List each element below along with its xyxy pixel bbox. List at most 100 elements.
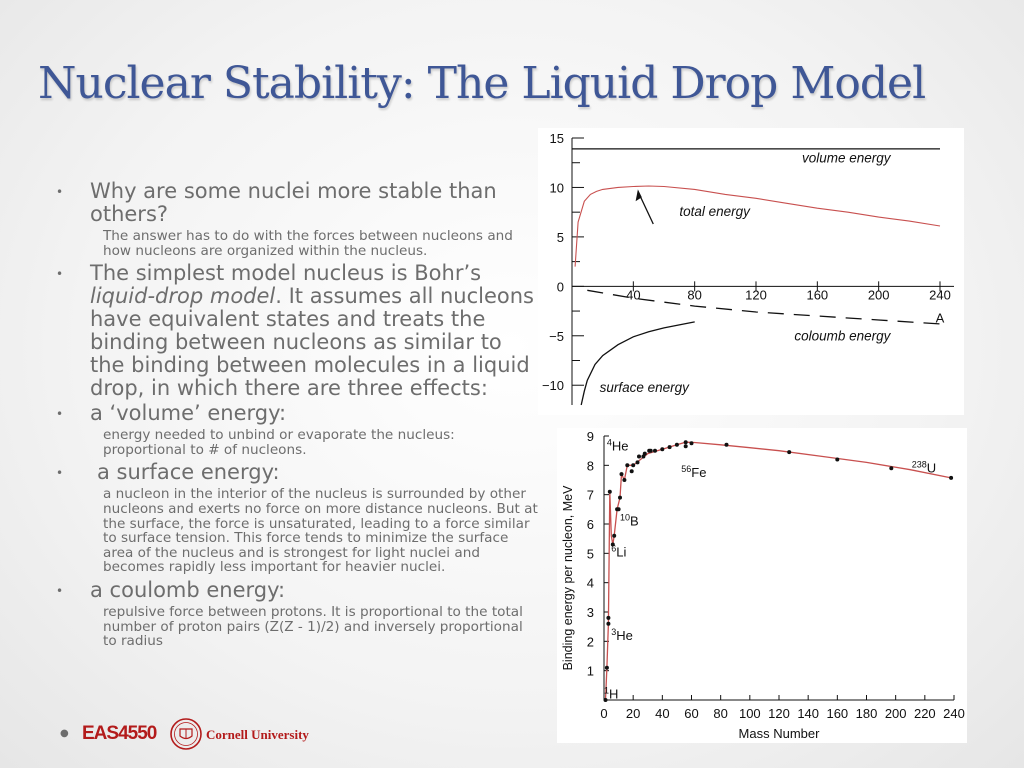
x-tick-label: 160 (806, 287, 828, 302)
y-tick-label: 15 (550, 131, 564, 146)
nuclide-point (606, 621, 611, 626)
x-tick-label: 200 (885, 706, 907, 721)
x-tick-label: 120 (745, 287, 767, 302)
y-tick-label: 2 (587, 634, 594, 649)
nuclide-point (610, 542, 615, 547)
x-tick-label: 40 (655, 706, 669, 721)
series-annotation: total energy (679, 204, 751, 219)
y-tick-label: 4 (587, 576, 594, 591)
nuclide-symbol: Li (616, 544, 626, 559)
nuclide-label: 4He (607, 438, 629, 454)
x-tick-label: 40 (626, 287, 640, 302)
bullet-text: a ‘volume’ energy: (90, 401, 287, 426)
university-name: Cornell University (206, 727, 309, 742)
y-axis-label: Binding energy per nucleon, MeV (561, 485, 575, 671)
nuclide-symbol: B (630, 513, 639, 528)
bullet-item: • a surface energy: a nucleon in the int… (48, 461, 538, 575)
nuclide-point (622, 478, 627, 482)
bullet-text: Why are some nuclei more stable than oth… (90, 179, 497, 226)
nuclide-point (616, 507, 621, 512)
y-tick-label: −10 (542, 378, 564, 393)
x-axis-label: A (936, 310, 945, 325)
x-tick-label: 160 (826, 706, 848, 721)
nuclide-mass-superscript: 4 (607, 438, 612, 448)
nuclide-point (683, 440, 688, 445)
nuclide-point (648, 448, 653, 453)
nuclide-point (619, 472, 624, 477)
x-tick-label: 200 (868, 287, 890, 302)
bullet-item: • The simplest model nucleus is Bohr’s l… (48, 262, 538, 400)
bullet-text: a surface energy: (97, 460, 280, 485)
nuclide-point (607, 489, 612, 494)
binding-curve-line (604, 441, 952, 701)
nuclide-point (653, 448, 657, 453)
bullet-text: The simplest model nucleus is Bohr’s liq… (90, 262, 538, 400)
bullet-subtext: The answer has to do with the forces bet… (103, 228, 513, 259)
y-tick-label: 5 (557, 230, 564, 245)
bullet-subtext: repulsive force between protons. It is p… (103, 603, 523, 650)
nuclide-point (667, 445, 672, 450)
nuclide-point (642, 451, 647, 456)
y-tick-label: 7 (587, 488, 594, 503)
nuclide-symbol: H (609, 687, 618, 702)
nuclide-point (787, 450, 792, 455)
nuclide-mass-superscript: 1 (604, 686, 609, 696)
nuclide-label: 56Fe (681, 464, 706, 480)
series-annotation: coloumb energy (794, 329, 891, 344)
binding-energy-chart: 1 2 3 4 5 6 7 8 9 0 20 40 60 80 100 120 140 160 180 200 220 2… (557, 428, 967, 743)
footer-dot-icon: ● (60, 728, 69, 739)
nuclide-mass-superscript: 56 (681, 464, 691, 474)
nuclide-mass-superscript: 10 (620, 512, 630, 522)
nuclide-point (612, 533, 617, 538)
y-tick-label: 8 (587, 458, 594, 473)
bullet-item: • Why are some nuclei more stable than o… (48, 180, 538, 258)
x-axis-label: Mass Number (739, 726, 821, 741)
bullet-text: a coulomb energy: (90, 577, 286, 602)
x-tick-label: 100 (739, 706, 761, 721)
bullet-subtext: energy needed to unbind or evaporate the… (103, 427, 455, 458)
series-annotation: volume energy (802, 151, 892, 166)
series-line-2 (587, 289, 941, 325)
nuclide-point (683, 444, 688, 449)
nuclide-label: 3He (611, 627, 633, 643)
nuclide-label: 10B (620, 512, 639, 528)
nuclide-point (724, 442, 729, 447)
x-tick-label: 180 (856, 706, 878, 721)
x-tick-label: 20 (626, 706, 640, 721)
nuclide-point (606, 615, 611, 620)
nuclide-symbol: U (927, 461, 936, 476)
nuclide-mass-superscript: 3 (611, 627, 616, 637)
nuclide-point (625, 463, 630, 468)
nuclide-symbol: Fe (691, 465, 706, 480)
y-tick-label: 1 (587, 664, 594, 679)
nuclide-point (889, 466, 894, 471)
bullet-dot-icon: • (56, 267, 64, 282)
nuclide-point (835, 457, 840, 462)
nuclide-mass-superscript: 238 (912, 460, 927, 470)
series-line-3 (580, 321, 695, 406)
x-tick-label: 80 (713, 706, 727, 721)
x-tick-label: 0 (600, 706, 607, 721)
y-tick-label: 3 (587, 605, 594, 620)
bullet-dot-icon: • (56, 407, 64, 422)
nuclide-point (674, 442, 679, 447)
x-tick-label: 140 (797, 706, 819, 721)
bullet-dot-icon: • (56, 466, 64, 481)
bullet-text-italic: liquid-drop model (90, 284, 276, 309)
nuclide-symbol: He (616, 628, 633, 643)
nuclide-point (949, 475, 954, 480)
y-tick-label: 9 (587, 429, 594, 444)
nuclide-symbol: He (612, 439, 629, 454)
x-tick-label: 220 (914, 706, 936, 721)
x-tick-label: 120 (768, 706, 790, 721)
nuclide-point (604, 665, 609, 670)
slide-title: Nuclear Stability: The Liquid Drop Model (38, 58, 926, 109)
nuclide-label: 6Li (611, 543, 626, 559)
series-annotation: surface energy (600, 380, 691, 395)
y-tick-label: 6 (587, 517, 594, 532)
bullet-subtext: a nucleon in the interior of the nucleus… (103, 486, 538, 576)
series-line-1 (574, 185, 941, 267)
bullet-text-start: The simplest model nucleus is Bohr’s (90, 261, 482, 286)
nuclide-point (618, 495, 622, 500)
